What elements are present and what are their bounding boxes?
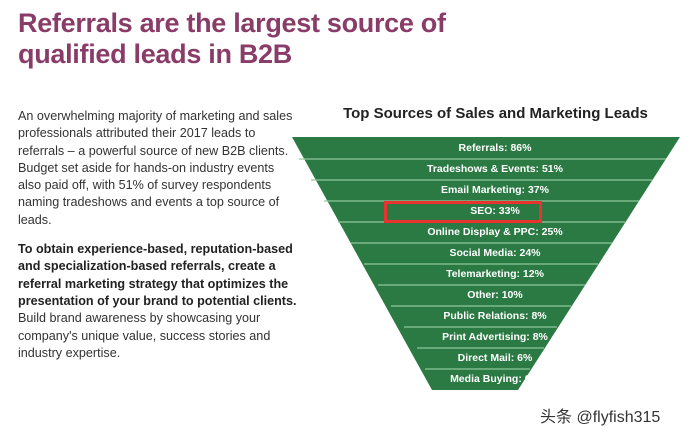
- funnel-dividers: [299, 158, 666, 370]
- funnel-label-social-media: Social Media: 24%: [449, 247, 541, 259]
- funnel-label-online-display: Online Display & PPC: 25%: [427, 226, 563, 238]
- paragraph-2: To obtain experience-based, reputation-b…: [18, 241, 298, 362]
- body-text: An overwhelming majority of marketing an…: [18, 108, 298, 374]
- page-title: Referrals are the largest source of qual…: [18, 8, 446, 69]
- funnel-label-seo: SEO: 33%: [470, 205, 520, 217]
- watermark: 头条 @flyfish315: [540, 409, 661, 426]
- funnel-label-direct-mail: Direct Mail: 6%: [457, 352, 533, 364]
- paragraph-2-rest: Build brand awareness by showcasing your…: [18, 311, 271, 360]
- funnel-label-tradeshows: Tradeshows & Events: 51%: [427, 163, 563, 175]
- funnel-label-print-advertising: Print Advertising: 8%: [442, 331, 548, 343]
- funnel-label-other: Other: 10%: [467, 289, 523, 301]
- funnel-label-email: Email Marketing: 37%: [441, 184, 549, 196]
- funnel-label-media-buying: Media Buying: 0%: [450, 373, 540, 385]
- paragraph-2-bold: To obtain experience-based, reputation-b…: [18, 242, 297, 308]
- paragraph-1: An overwhelming majority of marketing an…: [18, 109, 293, 227]
- chart-title: Top Sources of Sales and Marketing Leads: [343, 105, 648, 122]
- funnel-label-telemarketing: Telemarketing: 12%: [446, 268, 544, 280]
- seo-highlight-box: [384, 201, 542, 223]
- funnel-label-public-relations: Public Relations: 8%: [443, 310, 547, 322]
- funnel-label-referrals: Referrals: 86%: [458, 142, 532, 154]
